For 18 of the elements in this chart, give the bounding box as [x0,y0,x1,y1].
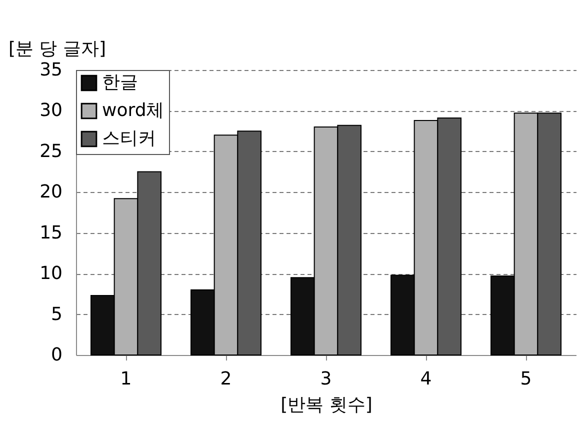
x-axis-title: [반복 횟수] [280,394,372,416]
y-tick-label: 5 [51,304,62,325]
y-tick-label: 0 [51,344,62,366]
y-tick-label: 30 [40,100,62,122]
y-tick-label: 15 [40,222,62,244]
y-axis-title: [분 당 글자] [8,38,106,60]
y-tick-label: 25 [40,140,62,162]
legend-label: 스티커 [102,128,156,149]
y-tick-label: 10 [40,263,62,284]
y-tick-label: 20 [40,182,62,203]
legend-label: word체 [102,100,164,121]
x-tick-label: 1 [120,368,132,390]
y-tick-label: 35 [40,60,62,80]
x-tick-label: 5 [520,368,532,390]
x-tick-label: 2 [220,368,232,390]
legend-label: 한글 [102,72,138,93]
x-tick-label: 4 [420,368,432,390]
x-tick-label: 3 [320,368,332,390]
